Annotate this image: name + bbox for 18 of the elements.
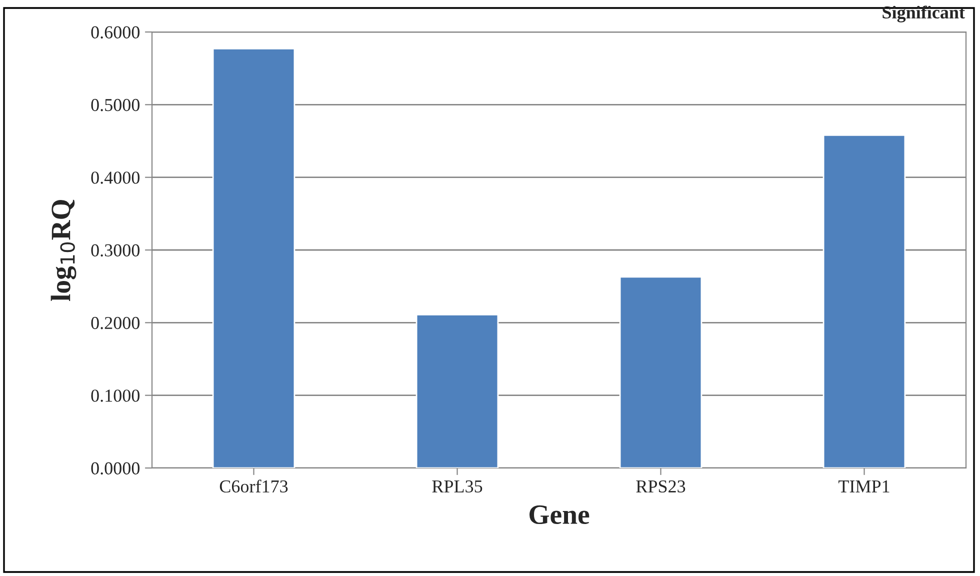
y-tick-label: 0.4000 [91,172,140,184]
y-axis-title: log$_{10}$RQ [50,200,76,301]
y-tick-label: 0.6000 [91,26,140,39]
x-tick-label: C6orf173 [220,480,288,493]
y-tick-label: 0.2000 [91,316,140,330]
x-tick-label: RPS23 [636,480,686,493]
y-tick-label: 0.0000 [91,462,140,475]
x-tick-label: RPL35 [432,480,482,493]
bar [212,48,296,468]
text: Significant [882,6,965,22]
x-axis-title: Gene [530,505,590,524]
y-tick-label: 0.3000 [91,244,140,257]
bar [619,276,702,468]
y-tick-label: 0.1000 [91,390,140,402]
y-tick-label: 0.5000 [91,98,140,112]
x-tick-label: TIMP1 [838,480,890,492]
bar [822,134,906,468]
bar [416,314,499,468]
